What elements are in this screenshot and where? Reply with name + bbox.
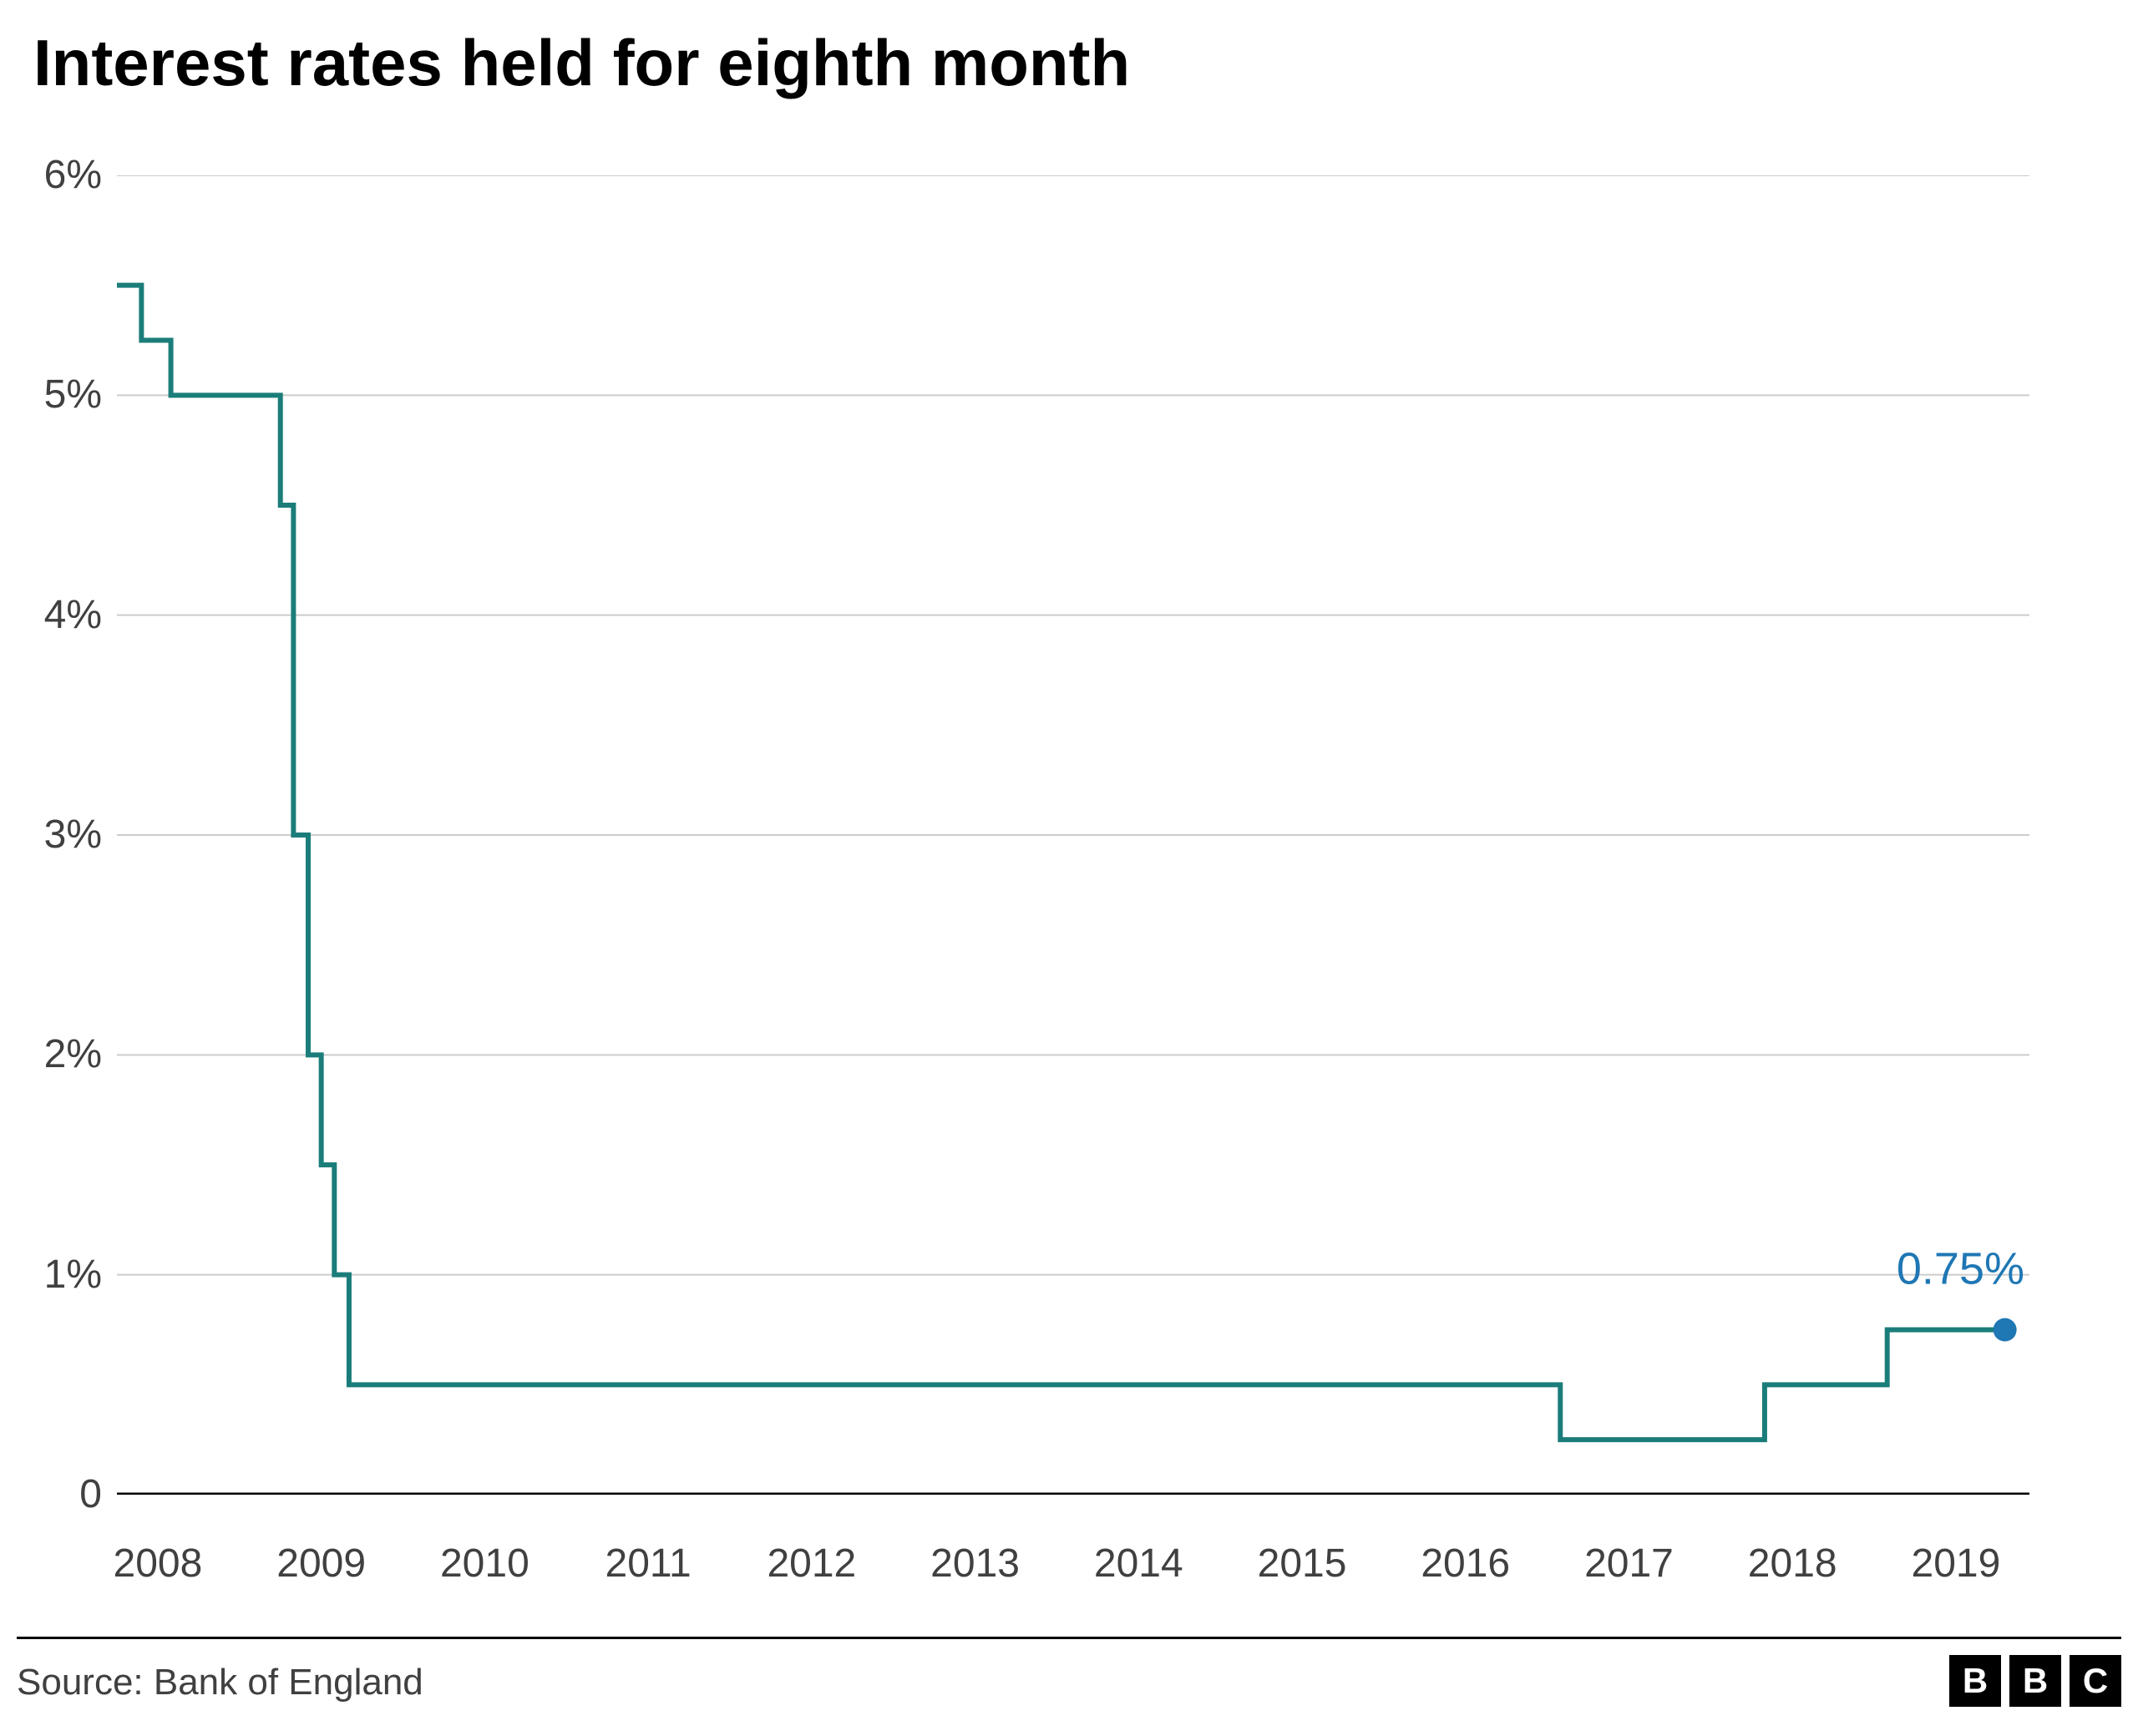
bbc-letter-b2: B xyxy=(2009,1655,2061,1707)
source-text: Source: Bank of England xyxy=(17,1662,423,1703)
x-axis-label: 2013 xyxy=(917,1541,1034,1587)
chart-plot: 0.75% xyxy=(117,175,2029,1495)
y-axis-label: 1% xyxy=(44,1252,102,1298)
x-axis-label: 2011 xyxy=(590,1541,707,1587)
x-axis-label: 2010 xyxy=(426,1541,543,1587)
y-axis-label: 0 xyxy=(79,1471,102,1517)
x-axis-label: 2015 xyxy=(1244,1541,1360,1587)
chart-container: Interest rates held for eighth month 0.7… xyxy=(0,0,2138,1736)
y-axis-label: 6% xyxy=(44,152,102,198)
x-axis-label: 2012 xyxy=(753,1541,870,1587)
x-axis-label: 2008 xyxy=(99,1541,216,1587)
y-axis-label: 5% xyxy=(44,372,102,418)
bbc-letter-c: C xyxy=(2070,1655,2121,1707)
footer-divider xyxy=(17,1637,2121,1639)
bbc-logo: B B C xyxy=(1949,1655,2121,1707)
chart-title: Interest rates held for eighth month xyxy=(33,25,1130,101)
x-axis-label: 2009 xyxy=(263,1541,380,1587)
svg-text:0.75%: 0.75% xyxy=(1897,1244,2024,1294)
y-axis-label: 4% xyxy=(44,592,102,638)
y-axis-label: 2% xyxy=(44,1031,102,1077)
x-axis-label: 2017 xyxy=(1570,1541,1687,1587)
y-axis-label: 3% xyxy=(44,812,102,858)
x-axis-label: 2019 xyxy=(1897,1541,2014,1587)
x-axis-label: 2018 xyxy=(1734,1541,1851,1587)
bbc-letter-b1: B xyxy=(1949,1655,2001,1707)
x-axis-label: 2014 xyxy=(1080,1541,1197,1587)
x-axis-label: 2016 xyxy=(1407,1541,1524,1587)
